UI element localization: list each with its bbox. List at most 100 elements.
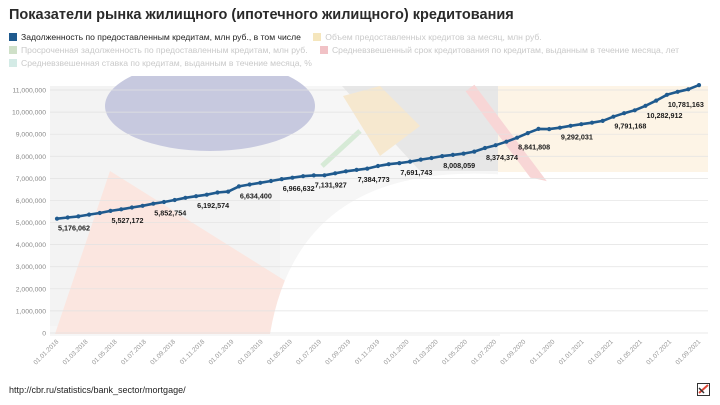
data-label: 5,176,062 (58, 224, 90, 233)
data-point (119, 207, 124, 212)
data-point (472, 149, 477, 154)
y-tick-label: 10,000,000 (12, 110, 46, 117)
legend-item-rate[interactable]: Средневзвешенная ставка по кредитам, выд… (9, 57, 312, 70)
data-point (140, 203, 145, 208)
x-tick-label: 01.03.2019 (237, 338, 265, 366)
data-point (600, 118, 605, 123)
x-tick-label: 01.05.2021 (616, 338, 644, 366)
data-point (108, 208, 113, 213)
data-label: 9,791,168 (614, 122, 646, 131)
data-point (450, 152, 455, 157)
data-label: 5,852,754 (154, 209, 186, 218)
data-point (226, 189, 231, 194)
data-label: 7,131,927 (315, 180, 347, 189)
data-point (461, 151, 466, 156)
y-tick-label: 6,000,000 (16, 198, 46, 205)
data-point (258, 180, 263, 185)
x-tick-label: 01.05.2019 (266, 338, 294, 366)
series-debt (54, 83, 702, 221)
data-point (151, 201, 156, 206)
data-point (65, 215, 70, 220)
data-point (547, 127, 552, 132)
legend-row: Просроченная задолженность по предоставл… (9, 44, 714, 57)
x-tick-label: 01.09.2019 (324, 338, 352, 366)
data-point (429, 155, 434, 161)
x-tick-label: 01.07.2021 (645, 338, 673, 366)
y-tick-label: 3,000,000 (16, 264, 46, 271)
data-point (236, 184, 241, 189)
data-point (194, 194, 199, 199)
data-point (632, 108, 637, 113)
data-labels: 5,176,062 5,527,172 5,852,754 6,192,574 6,63… (58, 100, 704, 233)
y-tick-label: 2,000,000 (16, 286, 46, 293)
data-point (333, 171, 338, 176)
data-point (268, 178, 274, 184)
legend-swatch (9, 59, 17, 67)
x-tick-label: 01.11.2018 (179, 338, 207, 366)
data-point (397, 161, 402, 166)
data-point (664, 92, 670, 97)
data-label: 10,282,912 (647, 111, 683, 120)
background-decoration (50, 76, 708, 336)
data-label: 7,691,743 (400, 168, 432, 177)
legend: Задолженность по предоставленным кредита… (9, 31, 714, 70)
data-point (172, 197, 177, 203)
x-tick-label: 01.01.2020 (383, 338, 411, 366)
x-tick-label: 01.05.2018 (91, 338, 119, 366)
data-label: 10,781,163 (668, 100, 704, 109)
legend-swatch (319, 46, 328, 54)
y-tick-label: 4,000,000 (16, 242, 46, 249)
x-tick-label: 01.01.2019 (208, 338, 236, 366)
legend-row: Средневзвешенная ставка по кредитам, выд… (9, 57, 714, 70)
legend-label: Средневзвешенная ставка по кредитам, выд… (21, 58, 312, 68)
x-tick-label: 01.07.2019 (295, 338, 323, 366)
legend-item-overdue[interactable]: Просроченная задолженность по предоставл… (9, 44, 308, 57)
data-point (354, 167, 359, 172)
data-point (418, 157, 423, 162)
data-point (568, 123, 573, 128)
legend-swatch (9, 33, 17, 41)
x-tick-label: 01.09.2018 (149, 338, 177, 366)
data-point (215, 190, 220, 195)
legend-label: Средневзвешенный срок кредитования по кр… (331, 45, 680, 55)
legend-item-debt[interactable]: Задолженность по предоставленным кредита… (9, 31, 301, 44)
y-tick-label: 11,000,000 (12, 88, 46, 95)
data-point (525, 131, 530, 136)
legend-item-volume[interactable]: Объем предоставленных кредитов за месяц,… (313, 31, 542, 44)
data-point (557, 125, 563, 130)
x-tick-label: 01.05.2020 (441, 338, 469, 366)
y-tick-label: 0 (42, 331, 46, 338)
chart-title: Показатели рынка жилищного (ипотечного ж… (9, 7, 514, 23)
legend-label: Просроченная задолженность по предоставл… (21, 45, 308, 55)
data-point (301, 174, 306, 179)
data-label: 8,841,808 (518, 143, 550, 152)
x-tick-label: 01.09.2021 (674, 338, 702, 366)
chart-area: 0 1,000,000 2,000,000 3,000,000 4,000,000 5,0… (12, 76, 708, 366)
x-tick-label: 01.07.2018 (120, 338, 148, 366)
data-point (611, 114, 616, 119)
x-axis: 01.01.2018 01.03.2018 01.05.2018 01.07.2018… (32, 338, 702, 366)
data-point (76, 214, 81, 219)
data-point (54, 216, 60, 221)
data-point (386, 162, 391, 167)
x-tick-label: 01.07.2020 (470, 338, 498, 366)
data-label: 5,527,172 (112, 216, 144, 225)
legend-label: Объем предоставленных кредитов за месяц,… (325, 32, 542, 42)
data-point (279, 177, 284, 182)
data-label: 6,634,400 (240, 191, 272, 200)
data-point (322, 173, 327, 178)
legend-swatch (313, 33, 322, 41)
legend-item-term[interactable]: Средневзвешенный срок кредитования по кр… (319, 44, 680, 57)
y-tick-label: 9,000,000 (16, 132, 46, 139)
x-tick-label: 01.03.2018 (62, 338, 90, 366)
data-point (365, 166, 370, 171)
data-label: 8,374,374 (486, 153, 518, 162)
source-link[interactable]: http://cbr.ru/statistics/bank_sector/mor… (9, 385, 186, 395)
data-point (97, 210, 102, 216)
data-point (643, 103, 648, 108)
data-point (161, 199, 167, 205)
data-point (204, 192, 209, 197)
logo-icon (697, 383, 710, 396)
data-point (87, 212, 92, 217)
data-point (675, 89, 680, 94)
